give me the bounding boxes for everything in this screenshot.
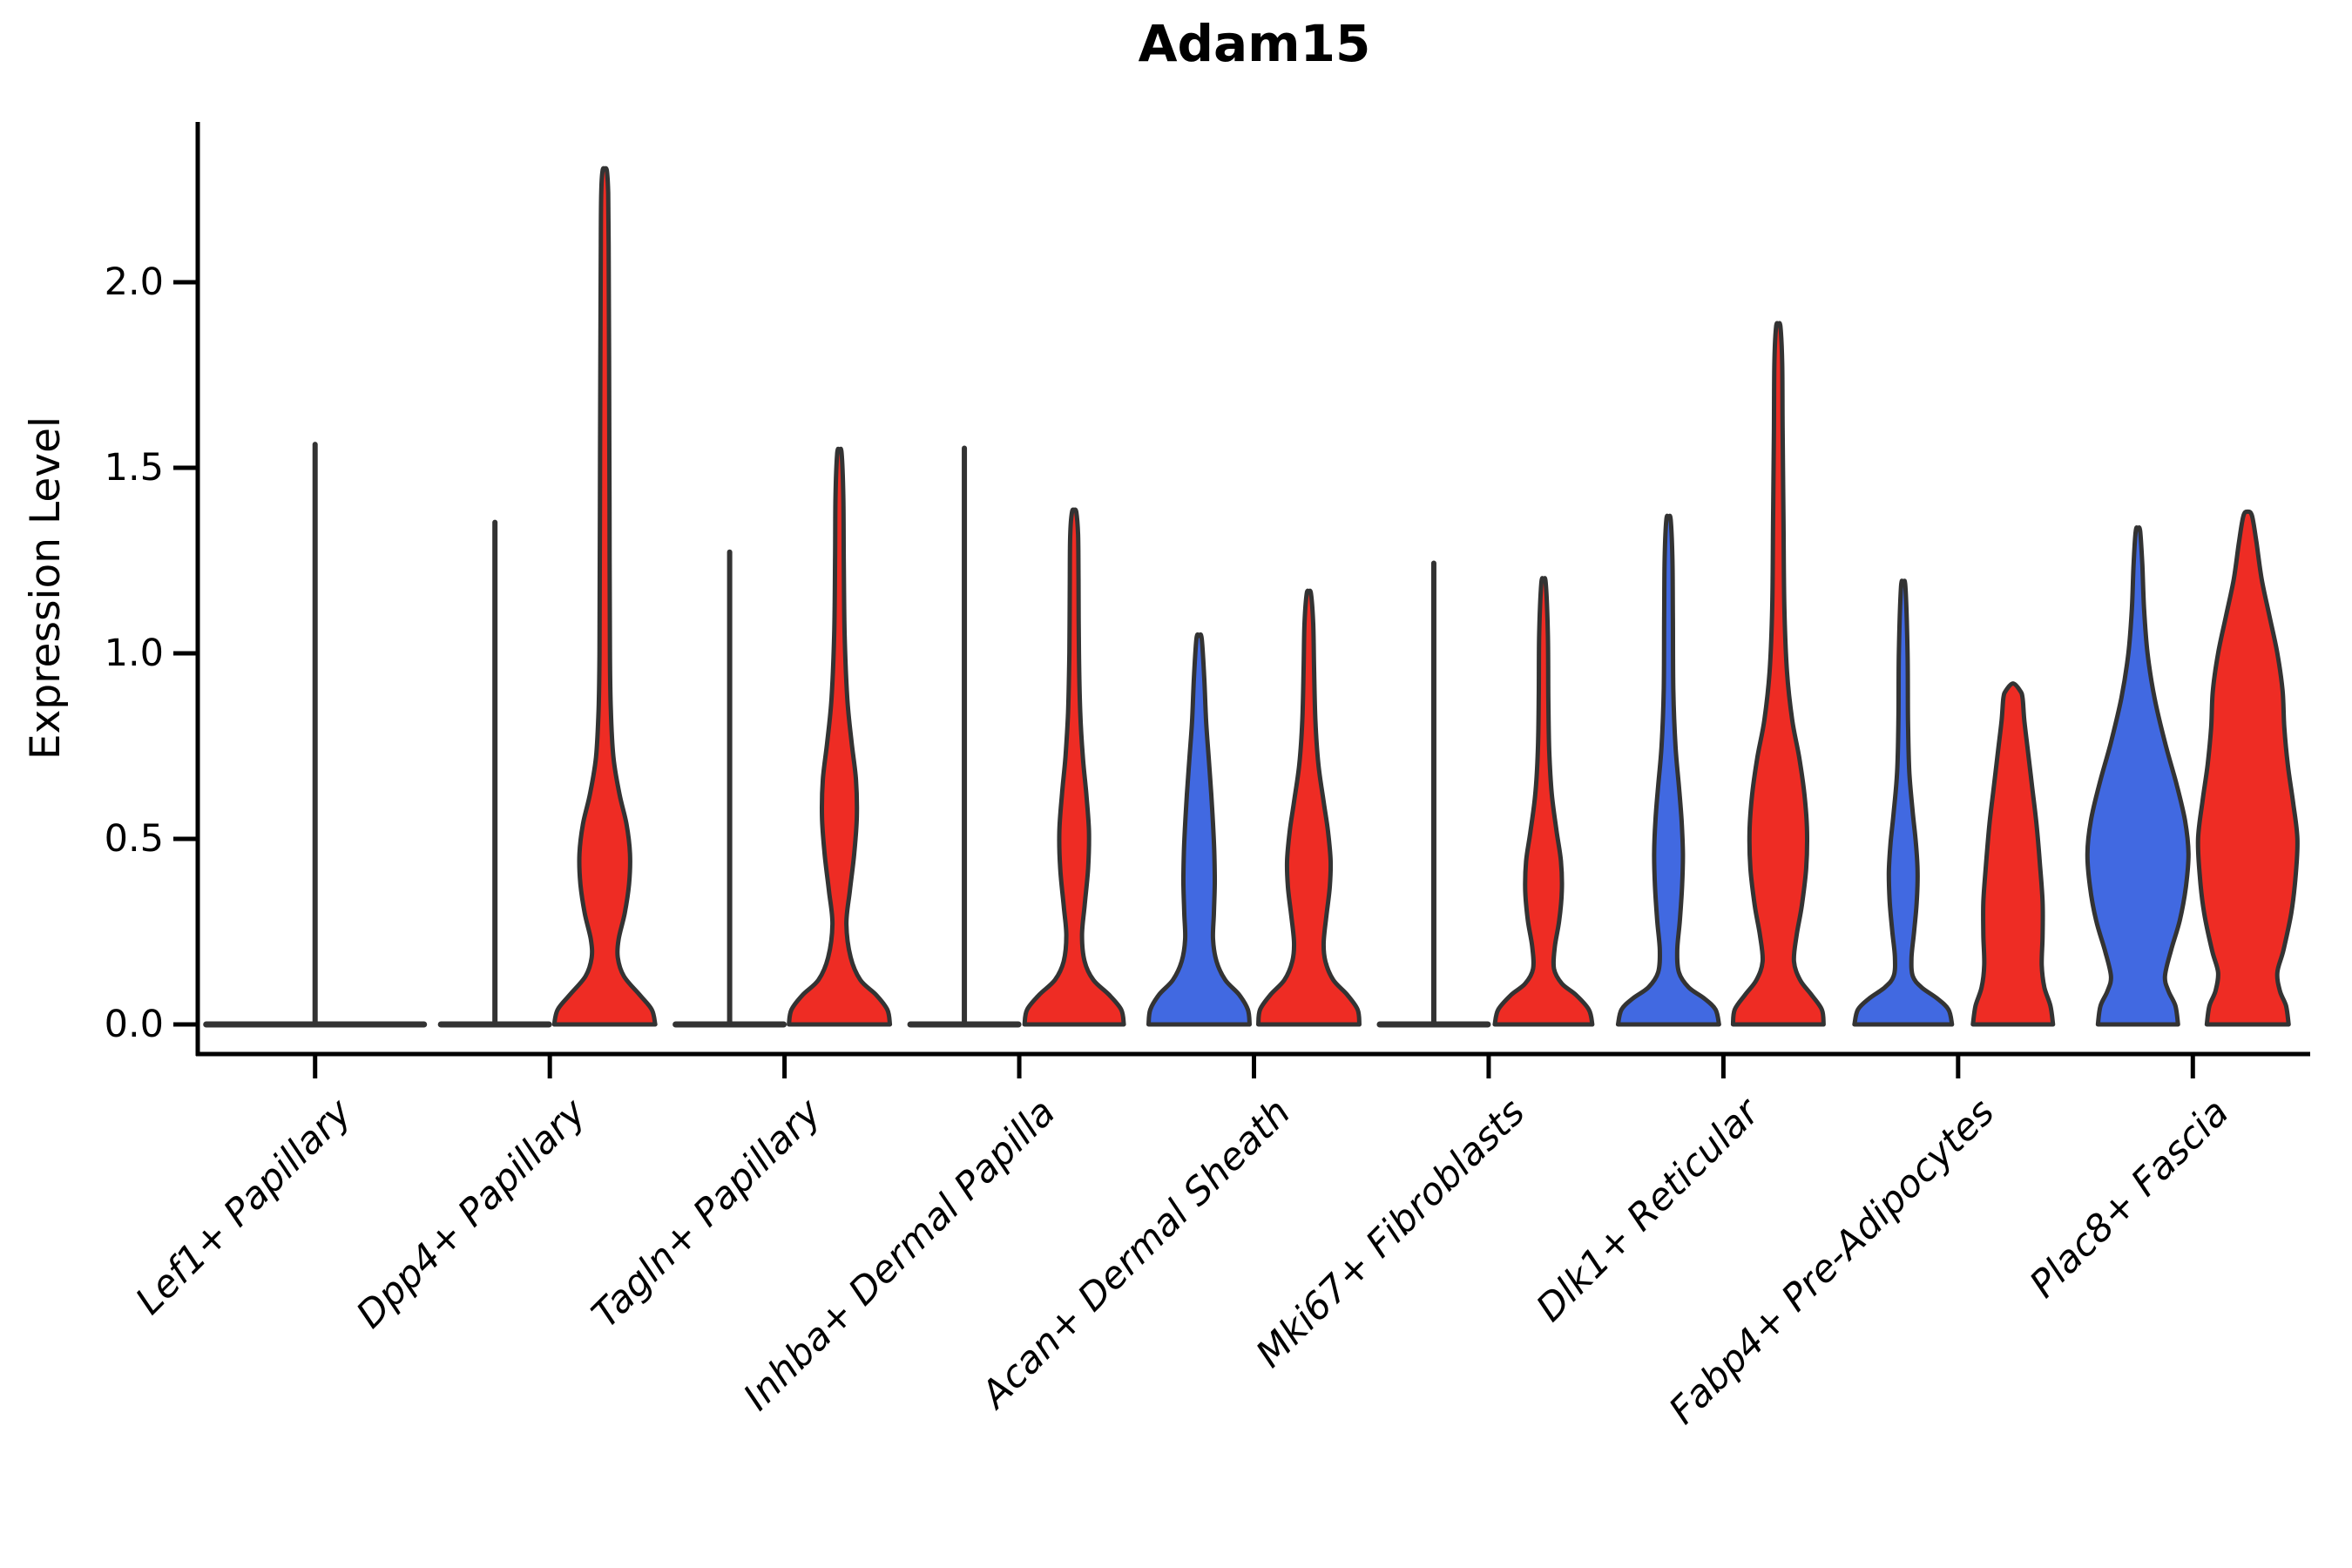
left-violin — [1852, 578, 1955, 1027]
y-tick-label: 0.5 — [104, 817, 164, 861]
y-tick-label: 1.0 — [104, 632, 164, 675]
y-tick-label: 0.0 — [104, 1003, 164, 1046]
y-axis-label: Expression Level — [22, 416, 70, 760]
right-violin — [1256, 588, 1362, 1027]
right-violin — [1970, 681, 2056, 1027]
chart-title: Adam15 — [1138, 14, 1371, 73]
y-tick-label: 1.5 — [104, 446, 164, 490]
right-violin — [1730, 321, 1826, 1027]
right-violin — [551, 166, 658, 1027]
right-violin — [2195, 509, 2300, 1027]
y-tick-label: 2.0 — [104, 260, 164, 304]
right-violin — [1492, 576, 1595, 1027]
left-violin — [1615, 513, 1721, 1027]
left-violin — [1146, 632, 1252, 1027]
right-violin — [1022, 507, 1126, 1027]
right-violin — [787, 446, 893, 1027]
left-violin — [2085, 525, 2191, 1027]
